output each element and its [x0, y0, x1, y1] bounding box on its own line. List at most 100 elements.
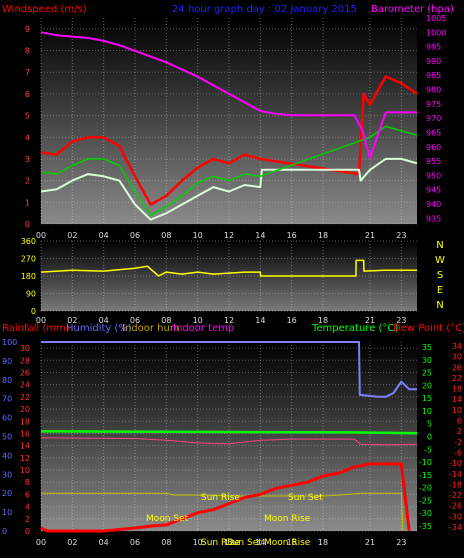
- grid-lines: [40, 18, 417, 532]
- rainfall-axis-label: Rainfall (mm): [2, 323, 70, 334]
- direction-degree-label: 270: [21, 255, 36, 264]
- temperature-tick-label: -20: [419, 484, 432, 493]
- climate-time-tick-label: 06: [130, 538, 140, 547]
- climate-time-tick-label: 00: [36, 538, 46, 547]
- climate-time-tick-label: 18: [318, 538, 328, 547]
- direction-degree-label: 0: [31, 307, 36, 316]
- windspeed-tick-label: 8: [25, 47, 30, 56]
- wind-time-tick-label: 21: [365, 231, 375, 240]
- temperature-tick-label: 15: [422, 394, 432, 403]
- dew-point-tick-label: -18: [449, 480, 462, 489]
- climate-panel-background: [41, 342, 417, 531]
- windspeed-axis-label: Windspeed (m/s): [2, 4, 87, 15]
- temperature-axis-label: Temperature (°C): [311, 323, 398, 334]
- wind-time-tick-label: 14: [255, 231, 265, 240]
- humidity-tick-label: 10: [2, 508, 12, 517]
- wind-time-tick-label: 23: [396, 231, 406, 240]
- wind-time-tick-label: 08: [161, 231, 171, 240]
- humidity-tick-labels: 0 10 20 30 40 50 60 70 80 90 100: [2, 338, 17, 536]
- average-wind-line: [40, 125, 418, 217]
- direction-panel-background: [41, 241, 417, 311]
- barometer-tick-labels: 935 940 945 950 955 960 965 970 975 980 985 990 995 1…: [426, 14, 446, 223]
- rainfall-tick-label: 24: [20, 381, 30, 390]
- direction-time-tick-label: 23: [396, 316, 406, 325]
- temperature-tick-label: 30: [422, 356, 432, 365]
- windspeed-tick-labels: 0 1 2 3 4 5 6 7 8 9: [25, 25, 30, 229]
- barometer-tick-label: 945: [426, 186, 441, 195]
- direction-time-tick-label: 02: [67, 316, 77, 325]
- wind-time-tick-label: 18: [318, 231, 328, 240]
- dew-point-tick-label: 10: [452, 406, 462, 415]
- temperature-tick-label: 0: [427, 433, 432, 442]
- dew-point-tick-label: 2: [457, 427, 462, 436]
- moon-rise-annotation: Moon Rise: [264, 514, 311, 524]
- rainfall-tick-label: 28: [20, 356, 30, 365]
- wind-time-tick-label: 10: [193, 231, 203, 240]
- temperature-tick-label: 35: [422, 343, 432, 352]
- wind-panel-background: [41, 18, 417, 224]
- rainfall-tick-label: 0: [25, 527, 30, 536]
- rainfall-tick-label: 20: [20, 405, 30, 414]
- temperature-tick-label: 5: [427, 420, 432, 429]
- direction-time-tick-label: 14: [255, 316, 265, 325]
- compass-point-label: E: [437, 285, 443, 296]
- climate-time-tick-label: 04: [99, 538, 109, 547]
- rainfall-tick-label: 18: [20, 417, 30, 426]
- dew-point-tick-label: -26: [449, 502, 462, 511]
- rainfall-tick-label: 4: [25, 503, 30, 512]
- climate-time-tick-label: 08: [161, 538, 171, 547]
- barometer-tick-label: 985: [426, 71, 441, 80]
- windspeed-tick-label: 7: [25, 68, 30, 77]
- direction-series: [40, 259, 417, 277]
- direction-time-tick-labels: 00 02 04 06 08 10 12 14 16 18 21 23: [36, 316, 407, 325]
- barometer-tick-label: 980: [426, 86, 441, 95]
- compass-point-label: N: [436, 240, 443, 251]
- rainfall-tick-label: 22: [20, 393, 30, 402]
- temperature-tick-label: 25: [422, 369, 432, 378]
- sun-rise-annotation: Sun Rise: [201, 493, 240, 503]
- sun-set-annotation-lower: Sun Set: [227, 538, 262, 548]
- compass-point-label: S: [437, 270, 443, 281]
- humidity-tick-label: 80: [2, 376, 12, 385]
- wind-time-tick-label: 06: [130, 231, 140, 240]
- temperature-tick-label: 10: [422, 407, 432, 416]
- climate-series: [40, 341, 418, 533]
- humidity-tick-label: 50: [2, 433, 12, 442]
- barometer-axis-label: Barometer (hpa): [371, 4, 454, 15]
- wind-time-tick-labels: 00 02 04 06 08 10 12 14 16 18 21 23: [36, 231, 407, 240]
- rainfall-tick-label: 2: [25, 515, 30, 524]
- climate-time-tick-label: 10: [193, 538, 203, 547]
- windspeed-tick-label: 2: [25, 177, 30, 186]
- dew-point-tick-label: -10: [449, 459, 462, 468]
- wind-direction-line: [40, 259, 417, 277]
- barometer-tick-label: 940: [426, 200, 441, 209]
- direction-time-tick-label: 12: [224, 316, 234, 325]
- wind-time-tick-label: 00: [36, 231, 46, 240]
- dew-point-tick-label: 18: [452, 385, 462, 394]
- dew-point-tick-label: 14: [452, 395, 462, 404]
- humidity-tick-label: 60: [2, 414, 12, 423]
- dew-point-tick-label: -30: [449, 512, 462, 521]
- wind-time-tick-label: 12: [224, 231, 234, 240]
- climate-time-tick-label: 12: [224, 538, 234, 547]
- rainfall-tick-label: 8: [25, 478, 30, 487]
- direction-time-tick-label: 08: [161, 316, 171, 325]
- dew-point-tick-label: 22: [452, 374, 462, 383]
- moon-set-annotation: Moon Set: [146, 514, 189, 524]
- climate-time-tick-label: 23: [396, 538, 406, 547]
- humidity-tick-label: 30: [2, 470, 12, 479]
- temperature-tick-label: -5: [424, 445, 432, 454]
- direction-time-tick-label: 04: [99, 316, 109, 325]
- direction-time-tick-label: 10: [193, 316, 203, 325]
- humidity-tick-label: 70: [2, 395, 12, 404]
- windspeed-tick-label: 6: [25, 90, 30, 99]
- temperature-tick-label: -30: [419, 509, 432, 518]
- windspeed-tick-label: 0: [25, 220, 30, 229]
- dew-point-tick-label: 34: [452, 342, 462, 351]
- humidity-tick-label: 20: [2, 489, 12, 498]
- climate-time-tick-label: 16: [287, 538, 297, 547]
- direction-time-tick-label: 06: [130, 316, 140, 325]
- barometer-tick-label: 950: [426, 171, 441, 180]
